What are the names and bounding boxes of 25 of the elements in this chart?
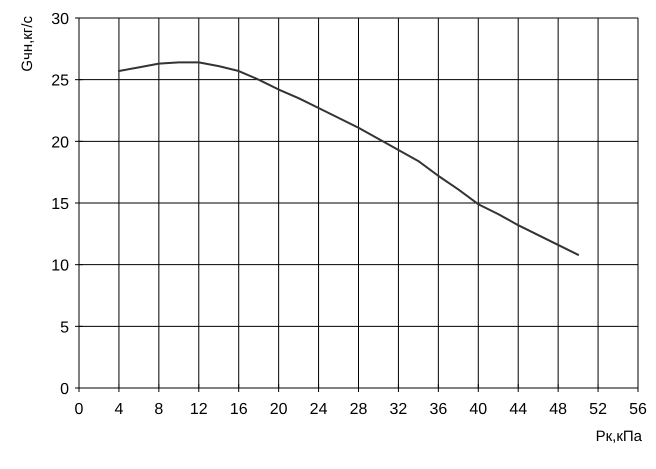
x-tick-label: 36 [429,401,448,418]
y-tick-label: 5 [60,319,70,336]
x-tick-label: 48 [549,401,568,418]
x-tick-label: 32 [390,401,408,418]
y-tick-label: 20 [51,134,70,152]
x-tick-label: 52 [589,401,608,418]
y-tick-label: 15 [51,196,70,213]
x-tick-label: 8 [154,401,164,418]
x-tick-label: 28 [350,401,368,418]
x-tick-label: 12 [190,401,208,418]
x-tick-label: 40 [469,401,488,418]
x-tick-label: 56 [629,401,647,418]
line-series [118,61,580,256]
y-tick-label: 10 [51,258,70,275]
x-tick-label: 44 [509,401,528,418]
x-axis-title: Рк,кПа [596,428,643,445]
y-tick-label: 25 [51,72,70,90]
y-tick-label: 30 [51,11,70,28]
y-axis-title: Gчн,кг/с [19,16,36,72]
x-tick-label: 20 [270,401,288,418]
x-tick-label: 4 [114,401,124,418]
y-tick-label: 0 [60,381,70,398]
x-tick-label: 0 [74,401,84,418]
x-tick-label: 24 [310,401,328,418]
x-tick-label: 16 [230,401,248,418]
